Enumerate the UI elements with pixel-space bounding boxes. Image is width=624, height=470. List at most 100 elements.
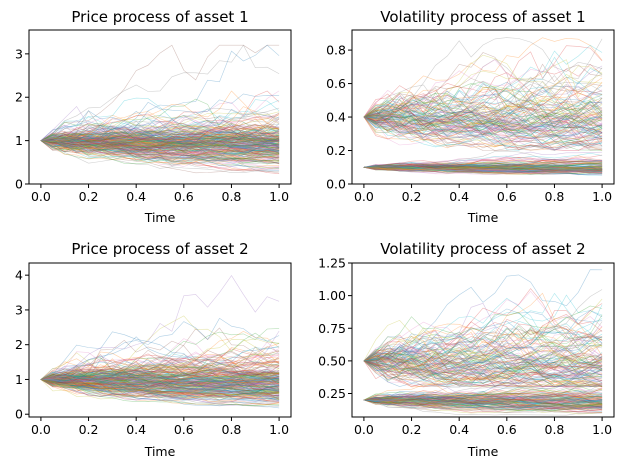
series-line (363, 358, 603, 388)
series-line (40, 130, 280, 146)
series-line (363, 397, 603, 411)
series-line (40, 132, 280, 147)
series-line (363, 298, 603, 374)
series-line (363, 399, 603, 412)
series-line (40, 379, 280, 400)
series-line (40, 133, 280, 146)
series-line (40, 379, 280, 391)
series-line (40, 379, 280, 392)
series-line (40, 372, 280, 385)
series-line (363, 325, 603, 367)
series-line (363, 391, 603, 406)
series-line (40, 140, 280, 151)
series-line (40, 116, 280, 155)
series-line (40, 379, 280, 397)
series-line (363, 339, 603, 380)
series-line (40, 110, 280, 141)
series-line (40, 133, 280, 146)
series-line (40, 379, 280, 387)
series-line (363, 391, 603, 401)
series-line (363, 166, 603, 176)
series-line (40, 357, 280, 389)
series-line (363, 304, 603, 370)
x-tick-label: 0.6 (174, 422, 194, 437)
series-line (40, 137, 280, 148)
series-line (363, 165, 603, 171)
series-line (363, 165, 603, 174)
series-line (363, 99, 603, 128)
series-line (363, 354, 603, 388)
series-line (40, 374, 280, 382)
series-line (363, 85, 603, 124)
series-line (40, 370, 280, 382)
series-line (363, 351, 603, 379)
series-line (363, 157, 603, 168)
series-line (363, 111, 603, 136)
series-line (40, 379, 280, 395)
series-line (363, 391, 603, 403)
series-line (363, 167, 603, 176)
series-line (40, 118, 280, 155)
series-line (40, 135, 280, 154)
series-line (40, 93, 280, 145)
series-line (363, 332, 603, 370)
series-line (40, 377, 280, 393)
series-line (40, 373, 280, 393)
series-line (363, 116, 603, 147)
series-line (363, 152, 603, 171)
y-tick-label: 2 (15, 337, 23, 352)
series-line (363, 75, 603, 129)
series-line (363, 349, 603, 382)
series-line (363, 302, 603, 367)
series-line (40, 115, 280, 143)
series-line (363, 165, 603, 172)
series-line (40, 367, 280, 388)
series-line (363, 399, 603, 410)
series-line (40, 140, 280, 152)
series-line (40, 138, 280, 160)
series-line (40, 136, 280, 151)
series-line (363, 346, 603, 380)
series-line (363, 166, 603, 173)
series-line (363, 165, 603, 174)
series-line (363, 395, 603, 406)
series-line (363, 102, 603, 142)
series-line (363, 393, 603, 408)
series-line (363, 344, 603, 380)
series-line (363, 318, 603, 362)
series-line (40, 140, 280, 169)
series-line (40, 123, 280, 150)
series-line (40, 137, 280, 148)
series-line (40, 360, 280, 381)
series-line (363, 116, 603, 151)
series-line (363, 164, 603, 172)
series-line (363, 162, 603, 172)
series-line (363, 90, 603, 140)
series-line (40, 374, 280, 388)
series-line (363, 336, 603, 371)
series-line (40, 365, 280, 393)
series-line (363, 325, 603, 367)
series-line (40, 140, 280, 162)
series-line (40, 368, 280, 386)
series-line (40, 134, 280, 145)
series-line (363, 160, 603, 168)
series-line (363, 164, 603, 170)
series-line (363, 380, 603, 403)
series-line (40, 328, 280, 380)
series-line (40, 133, 280, 142)
series-line (363, 331, 603, 388)
series-line (40, 379, 280, 400)
series-line (40, 376, 280, 397)
series-line (40, 372, 280, 384)
series-line (40, 140, 280, 156)
series-line (40, 327, 280, 380)
series-line (363, 107, 603, 149)
series-line (40, 139, 280, 164)
series-line (363, 347, 603, 375)
series-line (363, 396, 603, 405)
series-line (363, 37, 603, 118)
series-line (40, 139, 280, 155)
series-line (40, 373, 280, 390)
series-line (363, 380, 603, 401)
